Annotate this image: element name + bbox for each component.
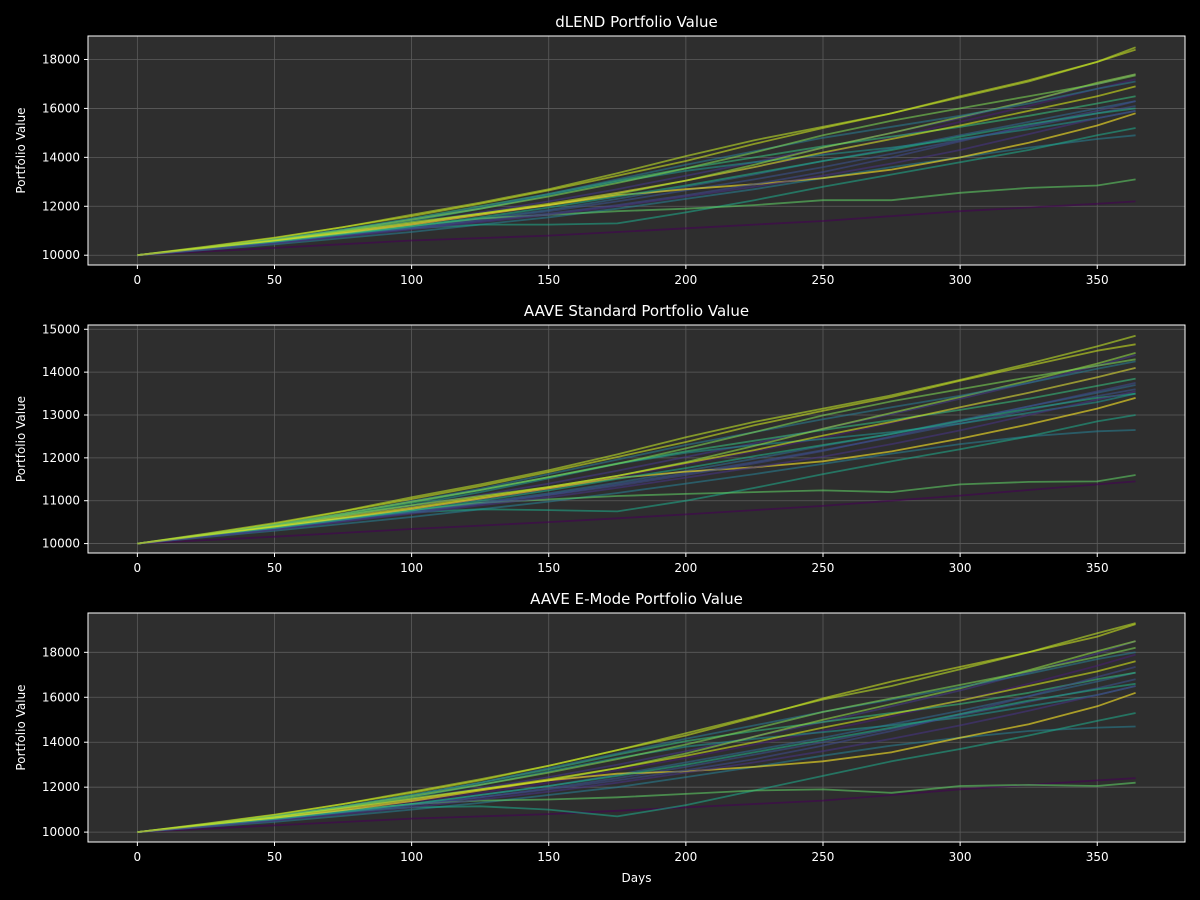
x-tick-label: 150 (537, 561, 560, 575)
y-tick-label: 11000 (42, 494, 80, 508)
y-tick-label: 10000 (42, 537, 80, 551)
series-line-20 (137, 367, 1136, 545)
chart-title: AAVE E-Mode Portfolio Value (530, 590, 743, 608)
series-line-16 (137, 646, 1136, 833)
x-axis-label: Days (622, 871, 652, 885)
x-tick-label: 150 (537, 273, 560, 287)
axes-frame (87, 35, 1186, 266)
series-line-18 (137, 107, 1136, 257)
axes-frame (87, 324, 1186, 554)
y-tick-label: 18000 (42, 645, 80, 659)
x-tick-label: 100 (400, 561, 423, 575)
series-line-6 (137, 429, 1136, 545)
y-tick-label: 14000 (42, 735, 80, 749)
y-tick-label: 15000 (42, 322, 80, 336)
x-tick-label: 100 (400, 273, 423, 287)
y-tick-label: 14000 (42, 365, 80, 379)
series-line-13 (137, 397, 1136, 545)
y-tick-label: 14000 (42, 150, 80, 164)
x-tick-label: 300 (949, 850, 972, 864)
x-tick-label: 100 (400, 850, 423, 864)
x-tick-label: 250 (812, 561, 835, 575)
series-line-20 (137, 660, 1136, 833)
y-tick-label: 12000 (42, 451, 80, 465)
axes-frame (87, 612, 1186, 843)
y-axis-label: Portfolio Value (14, 396, 28, 482)
series-line-1 (137, 480, 1136, 545)
y-tick-label: 16000 (42, 101, 80, 115)
x-tick-label: 50 (267, 273, 282, 287)
x-tick-label: 50 (267, 850, 282, 864)
x-tick-label: 350 (1086, 561, 1109, 575)
series-line-17 (137, 46, 1136, 257)
y-tick-label: 13000 (42, 408, 80, 422)
x-tick-label: 50 (267, 561, 282, 575)
series-line-13 (137, 691, 1136, 833)
y-tick-label: 18000 (42, 52, 80, 66)
x-tick-label: 300 (949, 273, 972, 287)
x-tick-label: 0 (134, 273, 142, 287)
x-tick-label: 350 (1086, 850, 1109, 864)
chart-panel-1: 0 50 100 150 200 250 300 350 10000 12000 14000 1600… (14, 13, 1186, 287)
x-tick-label: 200 (674, 561, 697, 575)
y-tick-label: 10000 (42, 248, 80, 262)
y-axis-label: Portfolio Value (14, 107, 28, 193)
series-line-17 (137, 334, 1136, 545)
series-line-19 (137, 390, 1136, 545)
series-line-19 (137, 110, 1136, 257)
y-axis-label: Portfolio Value (14, 684, 28, 770)
series-line-17 (137, 622, 1136, 833)
series-line-6 (137, 134, 1136, 257)
chart-title: dLEND Portfolio Value (555, 13, 718, 31)
x-tick-label: 0 (134, 561, 142, 575)
chart-panel-3: 0 50 100 150 200 250 300 350 10000 12000 14000 1600… (14, 590, 1186, 885)
series-line-1 (137, 777, 1136, 833)
x-tick-label: 350 (1086, 273, 1109, 287)
y-tick-label: 10000 (42, 825, 80, 839)
x-tick-label: 150 (537, 850, 560, 864)
x-tick-label: 200 (674, 273, 697, 287)
series-line-16 (137, 74, 1136, 257)
plot-area (88, 613, 1185, 842)
x-tick-label: 250 (812, 850, 835, 864)
plot-area (88, 325, 1185, 553)
x-tick-label: 300 (949, 561, 972, 575)
series-line-1 (137, 200, 1136, 257)
series-line-16 (137, 358, 1136, 545)
x-tick-label: 250 (812, 273, 835, 287)
series-line-19 (137, 685, 1136, 833)
chart-panel-2: 0 50 100 150 200 250 300 350 10000 11000 12000 1300… (14, 302, 1186, 575)
series-line-18 (137, 682, 1136, 833)
x-tick-label: 200 (674, 850, 697, 864)
y-tick-label: 12000 (42, 780, 80, 794)
series-line-6 (137, 725, 1136, 833)
series-line-20 (137, 85, 1136, 257)
y-tick-label: 16000 (42, 690, 80, 704)
y-tick-label: 12000 (42, 199, 80, 213)
x-tick-label: 0 (134, 850, 142, 864)
chart-title: AAVE Standard Portfolio Value (524, 302, 749, 320)
series-line-13 (137, 112, 1136, 257)
series-line-18 (137, 392, 1136, 545)
